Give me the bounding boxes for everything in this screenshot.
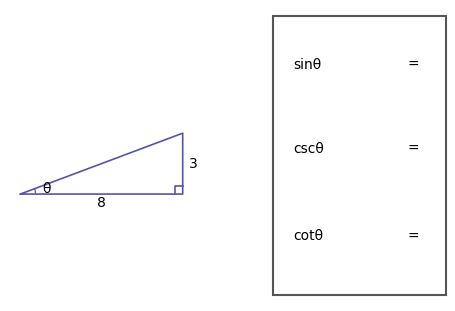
Text: cotθ: cotθ — [293, 229, 324, 244]
Text: θ: θ — [42, 182, 51, 196]
Text: cscθ: cscθ — [293, 142, 324, 156]
Text: =: = — [407, 58, 419, 72]
Text: =: = — [407, 229, 419, 244]
Text: sinθ: sinθ — [293, 58, 322, 72]
Text: 8: 8 — [97, 196, 106, 210]
Text: 3: 3 — [188, 157, 197, 171]
Text: =: = — [407, 142, 419, 156]
